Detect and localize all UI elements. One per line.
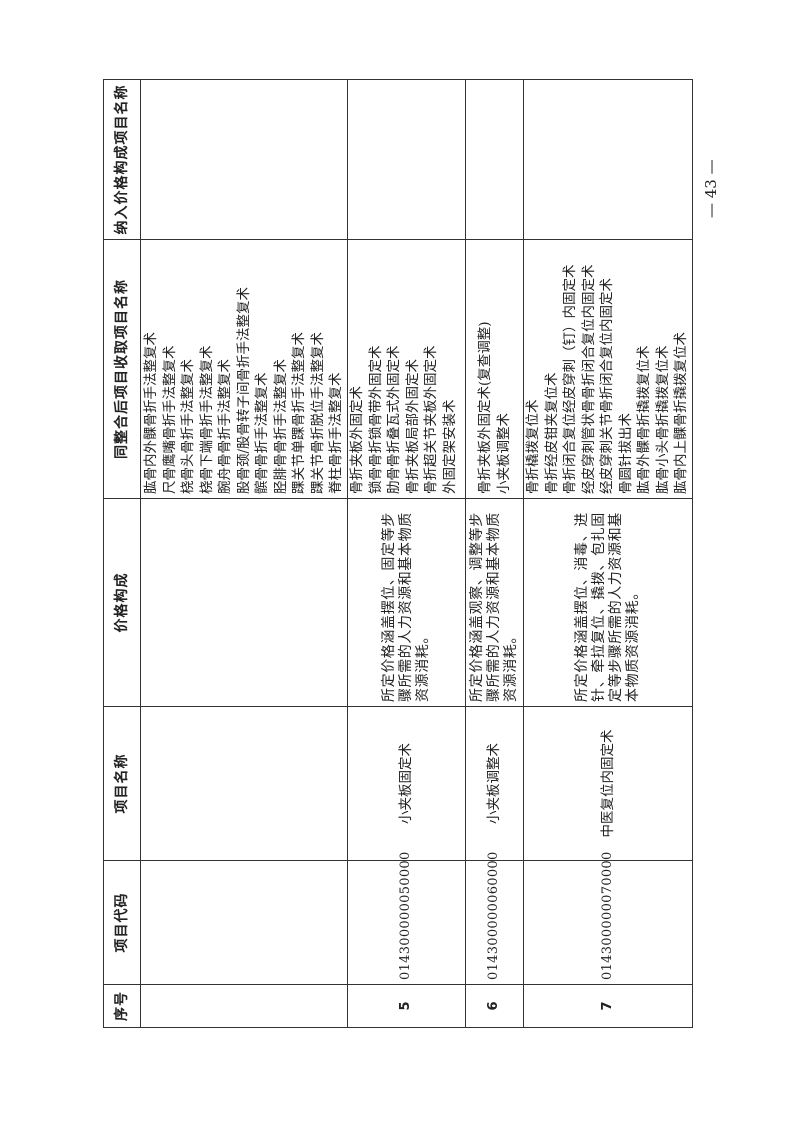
header-included-items: 纳入价格构成项目名称 [103,79,141,240]
table-row: 7 014300000070000 中医复位内固定术 所定价格涵盖摆位、消毒、进… [523,79,693,1028]
cell-included-items [465,79,524,240]
list-item: 肱骨外髁骨折撬拨复位术 [636,345,652,495]
header-price-composition: 价格构成 [103,498,141,707]
list-item: 小夹板调整术 [495,413,512,494]
list-item: 锁骨骨折锁骨带外固定术 [367,345,384,495]
list-item: 骨折闭合复位经皮穿刺（钉）内固定术 [562,264,578,495]
header-no: 序号 [103,984,141,1028]
list-item: 骨折夹板外固定术 [349,386,365,494]
list-item: 骨圆针拔出术 [617,413,634,494]
cell-included-items [523,79,693,240]
cell-code [140,860,348,985]
list-item: 胫腓骨骨折手法整复术 [272,359,289,494]
list-item: 脊柱骨折手法整复术 [328,372,345,495]
cell-price-composition: 所定价格涵盖摆位、固定等步骤所需的人力资源和基本物质资源消耗。 [347,498,466,707]
list-item: 尺骨鹰嘴骨折手法整复术 [161,345,178,495]
pricing-items-table: 序号 项目代码 项目名称 价格构成 同整合后项目收取项目名称 纳入价格构成项目名… [103,79,693,1028]
cell-name: 中医复位内固定术 [523,706,693,861]
header-merged-items: 同整合后项目收取项目名称 [103,239,141,499]
cell-merged-items: 骨折夹板外固定术 锁骨骨折锁骨带外固定术 肋骨骨折叠瓦式外固定术 骨折夹板局部外… [347,239,466,499]
cell-merged-items: 骨折夹板外固定术(复查调整) 小夹板调整术 [465,239,524,499]
cell-price-composition: 所定价格涵盖观察、调整等步骤所需的人力资源和基本物质资源消耗。 [465,498,524,707]
cell-no: 6 [465,984,524,1028]
cell-merged-items: 骨折橇拨复位术 骨折经皮钳夹复位术 骨折闭合复位经皮穿刺（钉）内固定术 经皮穿刺… [523,239,693,499]
list-item: 骨折橇拨复位术 [525,399,541,495]
cell-code: 014300000060000 [465,851,524,985]
table-row-continuation: 肱骨内外髁骨折手法整复术 尺骨鹰嘴骨折手法整复术 桡骨头骨折手法整复术 桡骨下端… [140,79,348,1028]
list-item: 桡骨头骨折手法整复术 [180,359,197,494]
header-name: 项目名称 [103,706,141,861]
list-item: 肱骨小头骨折撬拨复位术 [654,345,671,495]
cell-included-items [347,79,466,240]
list-item: 经皮穿刺管状骨骨折闭合复位内固定术 [580,264,597,495]
cell-code: 014300000070000 [523,851,693,985]
list-item: 髌骨骨折手法整复术 [254,372,271,495]
list-item: 经皮穿刺关节骨折闭合复位内固定术 [599,278,615,494]
cell-name: 小夹板固定术 [347,706,466,861]
list-item: 外固定架安装术 [441,399,458,495]
list-item: 桡骨下端骨折手法整复术 [198,345,215,495]
cell-no [140,984,348,1028]
list-item: 骨折经皮钳夹复位术 [543,372,560,495]
cell-code: 014300000050000 [347,851,466,985]
list-item: 骨折夹板外固定术(复查调整) [477,321,493,494]
cell-merged-items: 肱骨内外髁骨折手法整复术 尺骨鹰嘴骨折手法整复术 桡骨头骨折手法整复术 桡骨下端… [140,239,348,499]
list-item: 肱骨内外髁骨折手法整复术 [143,332,160,494]
page-number: — 43 — [702,159,720,218]
list-item: 肋骨骨折叠瓦式外固定术 [386,345,402,495]
list-item: 股骨颈/股骨转子间骨折手法整复术 [235,286,252,494]
cell-no: 7 [523,984,693,1028]
cell-price-composition [140,498,348,707]
cell-included-items [140,79,348,240]
list-item: 踝关节骨折脱位手法整复术 [309,332,326,494]
list-item: 肱骨内上髁骨折撬拨复位术 [673,332,689,494]
table-header-row: 序号 项目代码 项目名称 价格构成 同整合后项目收取项目名称 纳入价格构成项目名… [103,79,141,1028]
list-item: 骨折夹板局部外固定术 [404,359,421,494]
table-row: 6 014300000060000 小夹板调整术 所定价格涵盖观察、调整等步骤所… [465,79,524,1028]
cell-name: 小夹板调整术 [465,706,524,861]
cell-price-composition: 所定价格涵盖摆位、消毒、进针、牵拉复位、撬拨、包扎固定等步骤所需的人力资源和基本… [523,498,693,707]
list-item: 腕舟骨骨折手法整复术 [217,359,234,494]
cell-name [140,706,348,861]
table-row: 5 014300000050000 小夹板固定术 所定价格涵盖摆位、固定等步骤所… [347,79,466,1028]
list-item: 骨折超关节夹板外固定术 [423,345,439,495]
header-code: 项目代码 [103,860,141,985]
cell-no: 5 [347,984,466,1028]
list-item: 踝关节单踝骨折手法整复术 [291,332,308,494]
